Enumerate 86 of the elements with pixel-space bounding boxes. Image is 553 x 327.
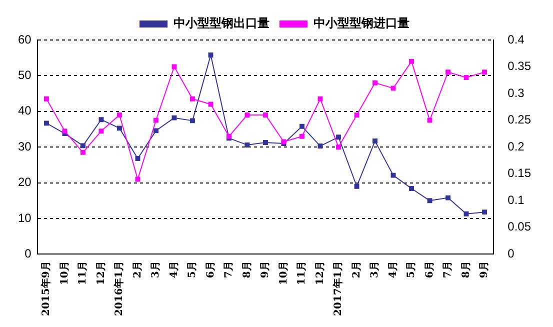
x-tick-label: 4月 — [388, 261, 399, 278]
x-tick-label: 7月 — [442, 261, 454, 278]
y2-tick-label: 0.15 — [508, 166, 532, 180]
point — [44, 96, 49, 102]
x-tick-label: 10月 — [59, 261, 70, 286]
y-tick-label: 20 — [18, 175, 32, 190]
point — [117, 112, 122, 118]
y2-tick-label: 0.1 — [508, 192, 525, 207]
y-tick-label: 60 — [18, 32, 32, 46]
point — [372, 138, 378, 144]
y-tick-label: 30 — [18, 139, 32, 154]
x-tick-label: 2016年1月 — [113, 261, 126, 316]
point — [482, 70, 487, 75]
point — [80, 150, 86, 155]
x-tick-label: 4月 — [168, 261, 180, 278]
point — [482, 210, 487, 215]
point — [427, 198, 432, 204]
x-tick-label: 3月 — [150, 261, 162, 278]
y-tick-label: 50 — [18, 68, 32, 82]
y2-tick-label: 0.25 — [508, 112, 532, 127]
point — [300, 134, 304, 139]
point — [372, 80, 378, 86]
point — [354, 184, 360, 189]
x-tick-label: 8月 — [242, 261, 253, 278]
point — [446, 70, 450, 75]
x-tick-label: 6月 — [205, 261, 216, 278]
point — [208, 52, 214, 58]
point — [80, 143, 86, 148]
x-tick-label: 8月 — [460, 261, 472, 278]
point — [390, 172, 396, 178]
point — [409, 186, 414, 191]
point — [190, 118, 195, 124]
point — [117, 126, 122, 131]
x-tick-label: 9月 — [260, 261, 272, 278]
legend-label: 中小型型钢进口量 — [314, 16, 410, 30]
x-tick-label: 6月 — [424, 261, 436, 278]
x-tick-label: 7月 — [224, 261, 235, 278]
point — [336, 144, 341, 150]
point — [154, 128, 158, 134]
point — [263, 140, 268, 145]
x-tick-label: 11月 — [296, 261, 308, 286]
point — [354, 112, 360, 118]
y2-tick-label: 0.2 — [508, 139, 525, 154]
y2-tick-label: 0.35 — [508, 59, 532, 74]
point — [244, 142, 250, 148]
y2-tick-label: 0.3 — [508, 86, 525, 100]
y2-tick-label: 0 — [508, 246, 515, 261]
point — [446, 195, 450, 200]
point — [427, 118, 432, 123]
point — [336, 134, 341, 140]
y2-tick-label: 0.05 — [508, 220, 532, 234]
x-tick-label: 2017年1月 — [332, 261, 344, 316]
x-tick-label: 2015年9月 — [40, 261, 52, 316]
x-tick-label: 2月 — [132, 261, 144, 278]
x-tick-label: 9月 — [479, 261, 490, 278]
x-tick-label: 2月 — [351, 261, 362, 278]
point — [263, 112, 268, 118]
point — [464, 75, 469, 80]
point — [318, 144, 323, 149]
point — [409, 58, 414, 64]
point — [244, 112, 250, 118]
point — [464, 211, 469, 216]
x-tick-label: 5月 — [187, 261, 198, 278]
y2-tick-label: 0.4 — [508, 32, 525, 46]
x-tick-label: 10月 — [278, 261, 290, 286]
x-tick-label: 3月 — [370, 261, 381, 278]
x-tick-label: 5月 — [406, 261, 418, 278]
point — [390, 86, 396, 91]
x-tick-label: 12月 — [96, 261, 107, 286]
point — [154, 118, 158, 123]
y-tick-label: 40 — [18, 104, 32, 118]
point — [98, 117, 104, 122]
point — [44, 120, 49, 126]
legend-label: 中小型型钢出口量 — [174, 16, 270, 30]
point — [172, 64, 177, 70]
point — [190, 96, 195, 102]
x-tick-label: 11月 — [78, 261, 89, 286]
y-tick-label: 0 — [24, 246, 32, 261]
point — [62, 128, 68, 134]
point — [172, 115, 177, 120]
point — [98, 128, 104, 134]
y-tick-label: 10 — [18, 210, 32, 225]
x-tick-label: 12月 — [314, 261, 326, 286]
point — [300, 124, 304, 129]
point — [318, 96, 323, 102]
point — [135, 156, 140, 162]
